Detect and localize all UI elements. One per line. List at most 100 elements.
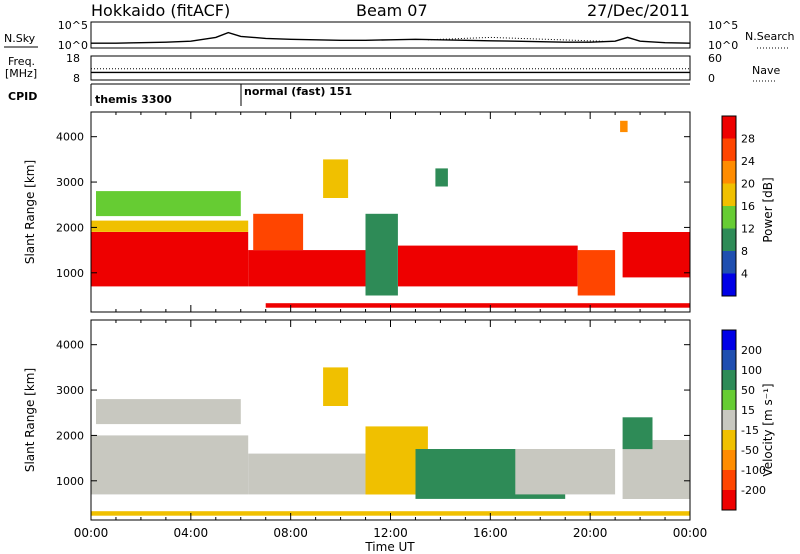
x-tick-label: 00:00 — [74, 526, 109, 540]
y-tick-label: 3000 — [56, 384, 84, 397]
scatter-band — [577, 250, 616, 296]
date-title: 27/Dec/2011 — [587, 1, 690, 20]
scatter-band — [398, 245, 578, 287]
colorbar-swatch — [722, 138, 736, 161]
velocity-x-ticks — [90, 320, 691, 520]
x-tick-labels: 00:00 04:00 08:00 12:00 16:00 20:00 00:00 — [74, 526, 708, 540]
scatter-band — [91, 232, 249, 287]
velocity-y-axis-label: Slant Range [km] — [23, 368, 37, 472]
noise-left-tick-bottom: 10^0 — [58, 39, 88, 52]
n-sky-trace — [91, 31, 691, 44]
colorbar-tick-label: 28 — [741, 133, 755, 146]
colorbar-swatch — [722, 370, 736, 390]
y-tick-label: 2000 — [56, 221, 84, 234]
power-y-ticks: 1000 2000 3000 4000 — [56, 131, 690, 280]
colorbar-swatch — [722, 251, 736, 274]
colorbar-swatch — [722, 161, 736, 184]
colorbar-tick-label: -100 — [741, 464, 766, 477]
scatter-band — [620, 120, 628, 133]
colorbar-swatch — [722, 228, 736, 251]
scatter-band — [435, 168, 448, 187]
power-heatmap — [91, 120, 690, 308]
colorbar-tick-label: 24 — [741, 155, 755, 168]
colorbar-swatch — [722, 390, 736, 410]
scatter-band — [248, 250, 366, 287]
x-tick-label: 00:00 — [673, 526, 708, 540]
colorbar-tick-label: 20 — [741, 178, 755, 191]
power-colorbar-label: Power [dB] — [761, 177, 775, 242]
noise-right-tick-top: 10^5 — [708, 19, 738, 32]
velocity-colorbar-label: Velocity [m s⁻¹] — [761, 383, 775, 476]
scatter-band — [96, 191, 241, 217]
velocity-colorbar: 200 100 50 15 -15 -50 -100 -200 — [721, 329, 766, 511]
y-tick-label: 4000 — [56, 339, 84, 352]
scatter-band — [622, 232, 690, 278]
colorbar-swatch — [722, 410, 736, 430]
colorbar-swatch — [722, 430, 736, 450]
colorbar-frame — [721, 329, 737, 511]
colorbar-tick-label: 200 — [741, 344, 762, 357]
x-tick-label: 12:00 — [373, 526, 408, 540]
x-axis-label: Time UT — [364, 540, 415, 554]
colorbar-tick-label: -50 — [741, 444, 759, 457]
noise-right-tick-bottom: 10^0 — [708, 39, 738, 52]
y-tick-label: 4000 — [56, 131, 84, 144]
scatter-band — [622, 440, 690, 499]
colorbar-swatch — [722, 206, 736, 229]
colorbar-tick-label: 16 — [741, 200, 755, 213]
power-x-ticks — [90, 112, 691, 312]
frequency-panel-frame — [90, 55, 691, 81]
y-tick-label: 1000 — [56, 475, 84, 488]
x-tick-label: 16:00 — [473, 526, 508, 540]
y-tick-label: 2000 — [56, 429, 84, 442]
scatter-band — [323, 159, 349, 198]
noise-left-tick-top: 10^5 — [58, 19, 88, 32]
power-panel: 1000 2000 3000 4000 Slant Range [km] — [23, 111, 691, 313]
freq-unit-label: [MHz] — [5, 67, 37, 80]
colorbar-tick-label: 4 — [741, 268, 748, 281]
scatter-band — [91, 220, 249, 232]
noise-panel-frame — [90, 21, 691, 49]
scatter-band — [323, 367, 349, 406]
noise-panel: N.Sky 10^5 10^0 10^5 10^0 N.Search — [4, 19, 795, 52]
power-y-axis-label: Slant Range [km] — [23, 160, 37, 264]
freq-left-tick-top: 18 — [66, 52, 80, 65]
colorbar-tick-label: -200 — [741, 484, 766, 497]
scatter-band — [96, 399, 241, 425]
y-tick-label: 1000 — [56, 267, 84, 280]
colorbar-tick-label: 12 — [741, 223, 755, 236]
colorbar-tick-label: 100 — [741, 364, 762, 377]
scatter-band — [365, 213, 398, 296]
scatter-band — [515, 449, 616, 495]
n-search-label: N.Search — [745, 30, 795, 43]
beam-title: Beam 07 — [356, 1, 428, 20]
colorbar-swatch — [722, 490, 736, 510]
colorbar-swatch — [722, 450, 736, 470]
freq-right-tick-bottom: 0 — [708, 72, 715, 85]
colorbar-swatch — [722, 116, 736, 139]
colorbar-swatch — [722, 330, 736, 350]
scatter-band — [265, 303, 690, 308]
colorbar-swatch — [722, 470, 736, 490]
cpid-program-2: normal (fast) 151 — [244, 85, 352, 98]
colorbar-swatch — [722, 183, 736, 206]
colorbar-swatch — [722, 273, 736, 296]
colorbar-swatch — [722, 350, 736, 370]
velocity-y-ticks: 1000 2000 3000 4000 — [56, 339, 690, 488]
x-tick-label: 08:00 — [273, 526, 308, 540]
x-tick-label: 04:00 — [174, 526, 209, 540]
cpid-label: CPID — [8, 90, 37, 103]
colorbar-frame — [721, 115, 737, 297]
power-colorbar: 4 8 12 16 20 24 28 — [721, 115, 755, 297]
scatter-band — [248, 453, 366, 495]
colorbar-tick-label: 15 — [741, 404, 755, 417]
scatter-band — [91, 435, 249, 495]
scatter-band — [622, 417, 653, 450]
colorbar-tick-label: 50 — [741, 384, 755, 397]
colorbar-tick-label: -15 — [741, 424, 759, 437]
freq-right-tick-top: 60 — [708, 52, 722, 65]
nave-label: Nave — [752, 64, 780, 77]
cpid-program-1: themis 3300 — [95, 93, 172, 106]
scatter-band — [253, 213, 304, 251]
